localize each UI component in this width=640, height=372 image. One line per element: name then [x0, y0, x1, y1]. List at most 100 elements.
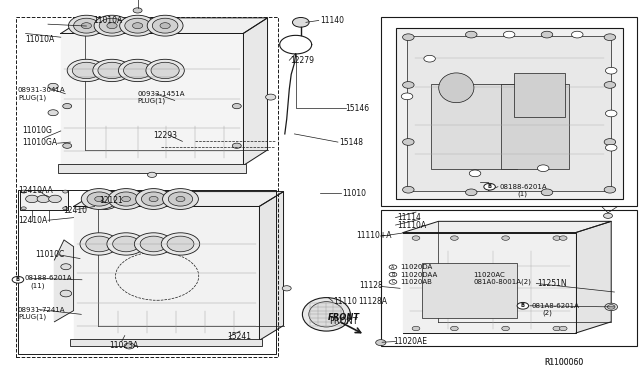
Circle shape — [389, 272, 397, 277]
Text: 11020DAA: 11020DAA — [401, 272, 438, 278]
Polygon shape — [576, 221, 611, 333]
Text: 11010C: 11010C — [35, 250, 65, 259]
Text: 12121: 12121 — [99, 196, 123, 205]
Circle shape — [559, 236, 567, 240]
Text: 11020AB: 11020AB — [401, 279, 433, 285]
Text: C: C — [391, 279, 395, 285]
Text: 11010: 11010 — [342, 189, 367, 198]
Text: 12410A: 12410A — [18, 216, 47, 225]
Circle shape — [94, 196, 117, 209]
Circle shape — [266, 94, 276, 100]
Circle shape — [403, 186, 414, 193]
Circle shape — [67, 59, 106, 81]
Circle shape — [37, 195, 50, 203]
Bar — [381, 17, 637, 206]
Circle shape — [87, 192, 111, 206]
Circle shape — [107, 233, 145, 255]
Polygon shape — [61, 18, 268, 33]
Text: 12410AA: 12410AA — [18, 186, 52, 195]
Bar — [20, 190, 68, 210]
Circle shape — [572, 31, 583, 38]
Circle shape — [124, 343, 134, 349]
Text: 11010GA: 11010GA — [22, 138, 58, 147]
Text: 12279: 12279 — [290, 56, 314, 65]
Circle shape — [541, 189, 553, 196]
Text: 11110: 11110 — [333, 297, 356, 306]
Circle shape — [68, 15, 104, 36]
Circle shape — [469, 170, 481, 177]
Circle shape — [604, 34, 616, 41]
Circle shape — [412, 236, 420, 240]
Text: A: A — [391, 264, 395, 270]
Circle shape — [151, 62, 179, 78]
Text: 11023A: 11023A — [109, 341, 138, 350]
Circle shape — [504, 31, 515, 38]
Circle shape — [21, 207, 26, 210]
Text: B: B — [488, 184, 492, 189]
Circle shape — [26, 195, 38, 203]
Circle shape — [168, 192, 193, 206]
Circle shape — [376, 340, 386, 346]
Circle shape — [118, 59, 157, 81]
Polygon shape — [403, 232, 576, 333]
Text: FRONT: FRONT — [330, 317, 358, 326]
Bar — [422, 263, 518, 318]
Circle shape — [403, 81, 414, 88]
Text: (11): (11) — [31, 282, 45, 289]
Text: 08931-7241A: 08931-7241A — [18, 307, 65, 312]
Ellipse shape — [308, 302, 344, 327]
Circle shape — [140, 236, 167, 252]
Polygon shape — [259, 192, 284, 340]
Polygon shape — [74, 206, 259, 340]
Text: (2): (2) — [543, 310, 552, 317]
Polygon shape — [54, 240, 74, 322]
Circle shape — [81, 189, 117, 209]
Circle shape — [80, 233, 118, 255]
Bar — [18, 190, 276, 354]
Bar — [58, 164, 246, 173]
Text: B: B — [16, 277, 20, 282]
Circle shape — [132, 23, 143, 29]
Circle shape — [232, 143, 241, 148]
Circle shape — [81, 23, 92, 29]
Circle shape — [424, 55, 435, 62]
Circle shape — [63, 143, 72, 148]
Circle shape — [95, 196, 104, 202]
Text: 11020DA: 11020DA — [401, 264, 433, 270]
Circle shape — [559, 326, 567, 331]
Circle shape — [86, 236, 113, 252]
Circle shape — [604, 213, 612, 218]
Circle shape — [553, 236, 561, 240]
Circle shape — [48, 83, 58, 89]
Circle shape — [502, 326, 509, 331]
Circle shape — [605, 67, 617, 74]
Bar — [514, 73, 565, 117]
Circle shape — [389, 280, 397, 284]
Circle shape — [160, 23, 170, 29]
Circle shape — [604, 139, 616, 145]
Circle shape — [147, 15, 183, 36]
Circle shape — [74, 18, 99, 33]
Circle shape — [114, 192, 138, 206]
Circle shape — [149, 196, 158, 202]
Circle shape — [152, 18, 178, 33]
Bar — [501, 84, 570, 169]
Circle shape — [403, 34, 414, 41]
Text: 11128A: 11128A — [358, 297, 387, 306]
Text: (1): (1) — [517, 191, 527, 198]
Circle shape — [484, 183, 495, 190]
Circle shape — [389, 265, 397, 269]
Text: 11020AC: 11020AC — [474, 272, 506, 278]
Circle shape — [99, 18, 125, 33]
Text: 00933-1451A: 00933-1451A — [138, 91, 185, 97]
Circle shape — [99, 199, 112, 206]
Circle shape — [553, 326, 561, 331]
Text: 12293: 12293 — [154, 131, 178, 140]
Circle shape — [604, 186, 616, 193]
Circle shape — [502, 236, 509, 240]
Circle shape — [607, 305, 615, 309]
Text: 15148: 15148 — [339, 138, 364, 147]
Circle shape — [134, 233, 173, 255]
Circle shape — [292, 17, 309, 27]
Circle shape — [517, 302, 529, 309]
